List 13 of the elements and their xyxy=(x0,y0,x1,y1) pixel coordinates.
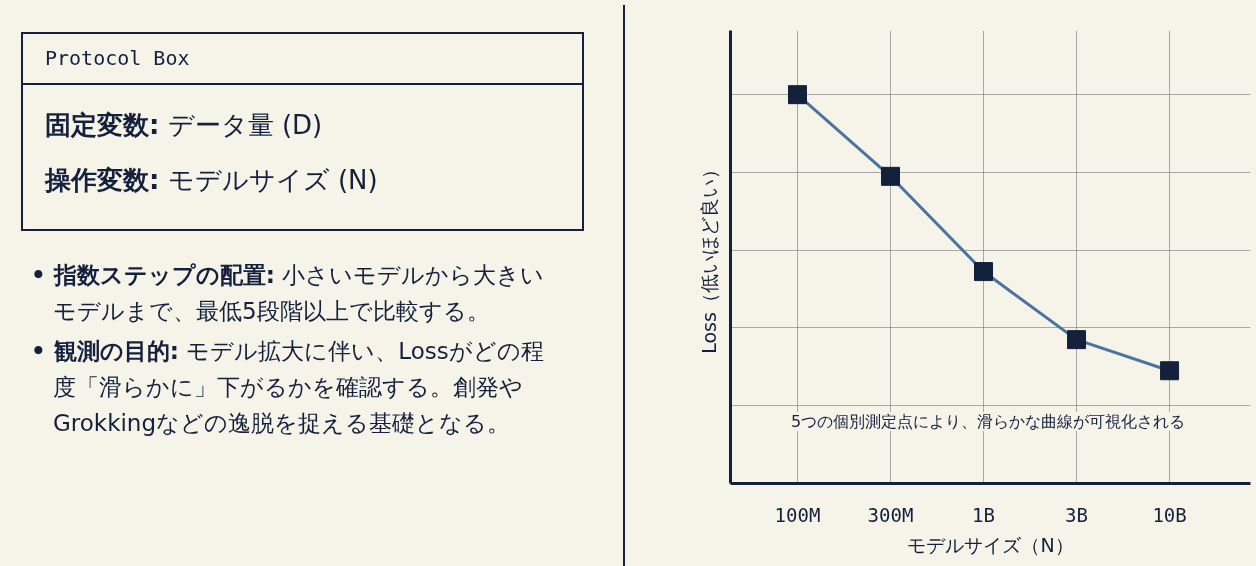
x-tick-label: 300M xyxy=(867,503,914,526)
annotation: 5つの個別測定点により、滑らかな曲線が可視化される xyxy=(791,412,1186,432)
text: • 観測の目的: モデル拡大に伴い、Lossがどの程度「滑らかに」下がるかを確認する。創発やGrokkingなどの逸脱を捉える基礎となる。 xyxy=(31,336,545,438)
text: 固定変数: データ量 (D) xyxy=(45,108,324,142)
x-tick-label: 1B xyxy=(972,503,995,526)
y-axis-title: Loss（低いほど良い） xyxy=(697,160,720,354)
x-tick-label: 3B xyxy=(1065,503,1088,526)
text: 操作変数: モデルサイズ (N) xyxy=(45,163,379,197)
x-tick-label: 100M xyxy=(774,503,821,526)
x-tick-label: 10B xyxy=(1152,503,1187,526)
x-axis-title: モデルサイズ（N） xyxy=(907,533,1074,556)
text: Protocol Box xyxy=(23,34,582,85)
text: • 指数ステップの配置: 小さいモデルから大きいモデルまで、最低5段階以上で比較する。 xyxy=(31,260,546,326)
